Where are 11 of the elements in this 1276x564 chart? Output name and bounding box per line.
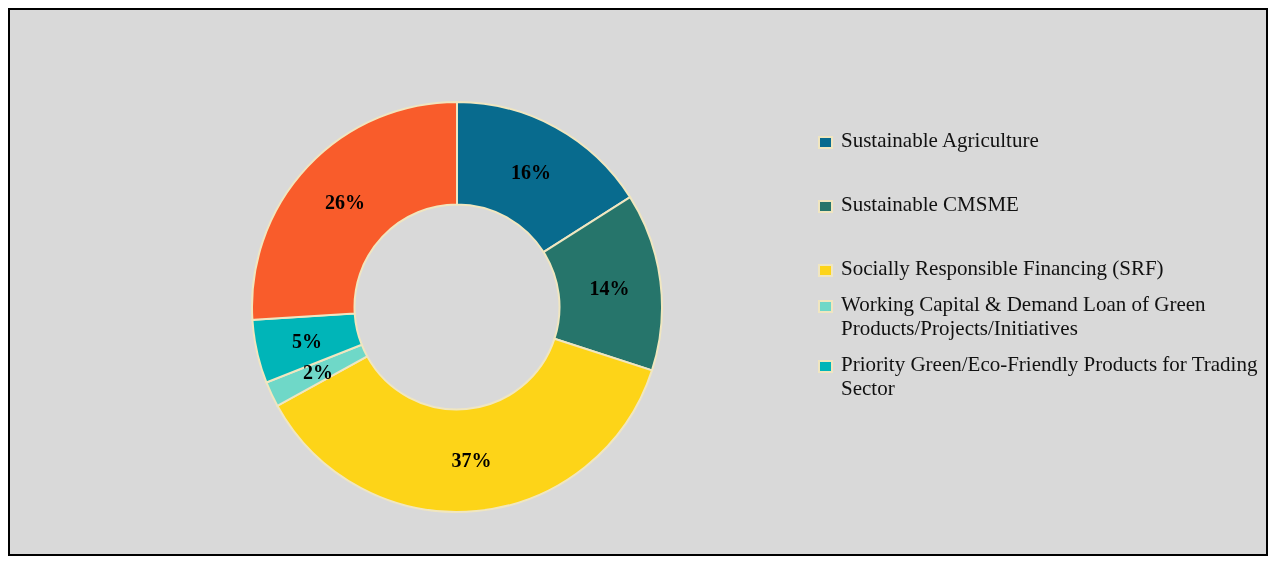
data-label: 26% (324, 190, 365, 213)
legend-label: Socially Responsible Financing (SRF) (841, 256, 1164, 280)
legend-label: Priority Green/Eco-Friendly Products for Trading Sector (841, 352, 1259, 400)
data-label: 2% (302, 361, 333, 384)
data-label: 14% (589, 276, 630, 299)
legend-label: Sustainable Agriculture (841, 128, 1039, 152)
legend-label: Sustainable CMSME (841, 192, 1019, 216)
data-label: 5% (291, 329, 322, 352)
data-label: 37% (451, 449, 492, 472)
legend-label: Working Capital & Demand Loan of Green Products/Projects/Initiatives (841, 292, 1207, 340)
data-label: 16% (511, 161, 552, 184)
